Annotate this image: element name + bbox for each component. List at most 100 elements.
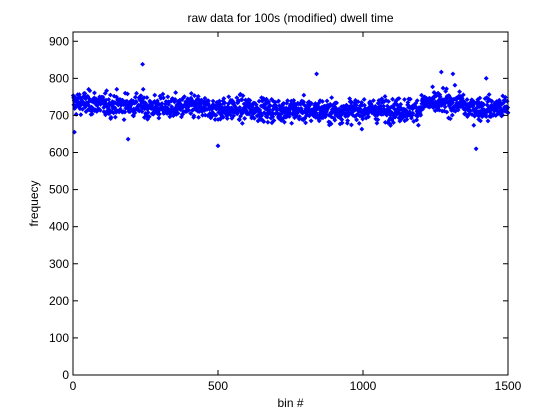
data-point bbox=[457, 89, 462, 95]
data-point bbox=[442, 104, 448, 110]
data-point bbox=[192, 93, 197, 99]
data-point bbox=[386, 99, 391, 104]
x-tick-label: 0 bbox=[70, 379, 77, 393]
data-point bbox=[443, 88, 449, 94]
data-point bbox=[175, 110, 181, 116]
data-point bbox=[181, 94, 187, 100]
data-point bbox=[104, 88, 110, 94]
data-point bbox=[210, 98, 216, 104]
data-point bbox=[220, 114, 226, 120]
data-point bbox=[156, 115, 162, 121]
y-tick-label: 400 bbox=[49, 220, 69, 234]
data-point bbox=[502, 94, 508, 100]
data-point bbox=[398, 101, 404, 107]
data-point bbox=[314, 71, 320, 77]
data-point bbox=[303, 120, 309, 126]
data-point bbox=[188, 91, 194, 96]
data-point bbox=[354, 117, 360, 123]
data-point bbox=[152, 92, 158, 98]
data-point bbox=[259, 112, 265, 118]
data-point bbox=[298, 106, 304, 111]
data-point bbox=[239, 120, 245, 126]
data-point bbox=[165, 94, 171, 100]
data-point bbox=[249, 113, 255, 119]
chart-title: raw data for 100s (modified) dwell time bbox=[187, 11, 393, 25]
data-point bbox=[449, 112, 455, 118]
data-point bbox=[478, 118, 483, 124]
data-point bbox=[229, 115, 235, 121]
y-tick-label: 0 bbox=[62, 368, 69, 382]
data-point bbox=[80, 106, 85, 112]
data-point bbox=[359, 126, 365, 132]
data-point bbox=[213, 112, 219, 118]
data-point bbox=[276, 98, 282, 104]
data-point bbox=[414, 98, 420, 104]
data-point bbox=[384, 103, 390, 109]
data-point bbox=[264, 114, 270, 120]
data-point bbox=[450, 71, 456, 77]
data-point bbox=[396, 96, 402, 101]
data-point bbox=[407, 96, 413, 102]
data-point bbox=[92, 90, 97, 96]
data-point bbox=[87, 88, 93, 94]
data-point bbox=[122, 109, 128, 115]
data-point bbox=[271, 118, 277, 123]
data-point bbox=[382, 94, 388, 99]
data-point bbox=[188, 111, 194, 116]
data-point bbox=[72, 106, 78, 111]
data-point bbox=[89, 111, 95, 117]
data-point bbox=[356, 120, 362, 126]
y-ticks: 0 100 200 300 400 500 600 700 800 900 bbox=[49, 34, 508, 382]
data-point bbox=[489, 98, 495, 104]
data-point bbox=[133, 99, 139, 104]
data-point bbox=[246, 111, 252, 117]
data-point bbox=[145, 116, 150, 122]
data-point bbox=[404, 117, 410, 122]
data-point bbox=[348, 122, 354, 128]
data-point bbox=[78, 112, 84, 118]
data-point bbox=[459, 95, 465, 101]
data-point bbox=[206, 98, 211, 104]
data-point bbox=[156, 111, 162, 117]
data-point bbox=[396, 109, 402, 115]
data-point bbox=[140, 61, 146, 67]
data-point bbox=[202, 95, 208, 101]
data-point bbox=[291, 98, 297, 103]
data-point bbox=[125, 91, 130, 97]
data-point bbox=[240, 93, 246, 99]
data-point bbox=[265, 119, 271, 125]
data-points bbox=[70, 61, 511, 152]
data-point bbox=[345, 118, 351, 124]
data-point bbox=[471, 122, 477, 128]
data-point bbox=[224, 116, 230, 121]
data-point bbox=[450, 100, 456, 106]
data-point bbox=[266, 99, 272, 105]
data-point bbox=[405, 100, 411, 105]
data-point bbox=[117, 106, 123, 112]
data-point bbox=[226, 94, 232, 100]
data-point bbox=[82, 91, 88, 96]
x-ticks: 0 500 1000 1500 bbox=[70, 32, 522, 393]
data-point bbox=[237, 105, 243, 110]
data-point bbox=[361, 97, 367, 102]
data-point bbox=[368, 102, 374, 108]
data-point bbox=[464, 97, 470, 103]
x-axis-label: bin # bbox=[277, 396, 303, 410]
data-point bbox=[218, 102, 224, 108]
data-point bbox=[132, 94, 138, 100]
data-point bbox=[234, 111, 240, 117]
data-point bbox=[210, 109, 215, 115]
data-point bbox=[143, 101, 149, 107]
data-point bbox=[452, 82, 458, 88]
data-point bbox=[103, 112, 108, 118]
y-tick-label: 100 bbox=[49, 331, 69, 345]
data-point bbox=[339, 117, 345, 123]
data-point bbox=[485, 118, 491, 124]
data-point bbox=[362, 102, 367, 108]
data-point bbox=[447, 116, 453, 122]
data-point bbox=[302, 116, 308, 121]
data-point bbox=[253, 102, 259, 108]
data-point bbox=[353, 102, 359, 108]
